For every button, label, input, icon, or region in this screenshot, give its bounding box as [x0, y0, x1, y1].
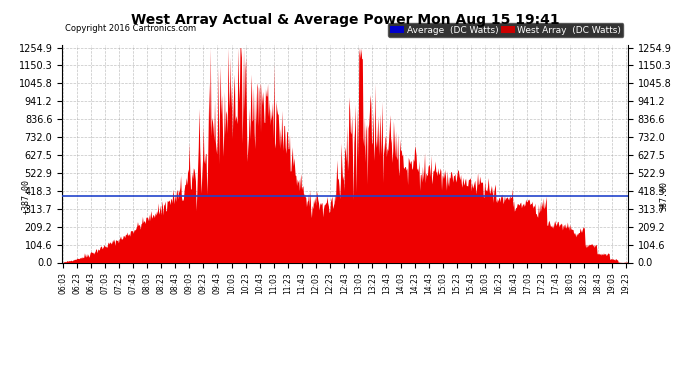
Text: 387.00: 387.00: [659, 181, 668, 211]
Text: West Array Actual & Average Power Mon Aug 15 19:41: West Array Actual & Average Power Mon Au…: [130, 13, 560, 27]
Text: Copyright 2016 Cartronics.com: Copyright 2016 Cartronics.com: [65, 24, 196, 33]
Legend: Average  (DC Watts), West Array  (DC Watts): Average (DC Watts), West Array (DC Watts…: [388, 23, 623, 37]
Text: +387.00: +387.00: [22, 179, 31, 214]
